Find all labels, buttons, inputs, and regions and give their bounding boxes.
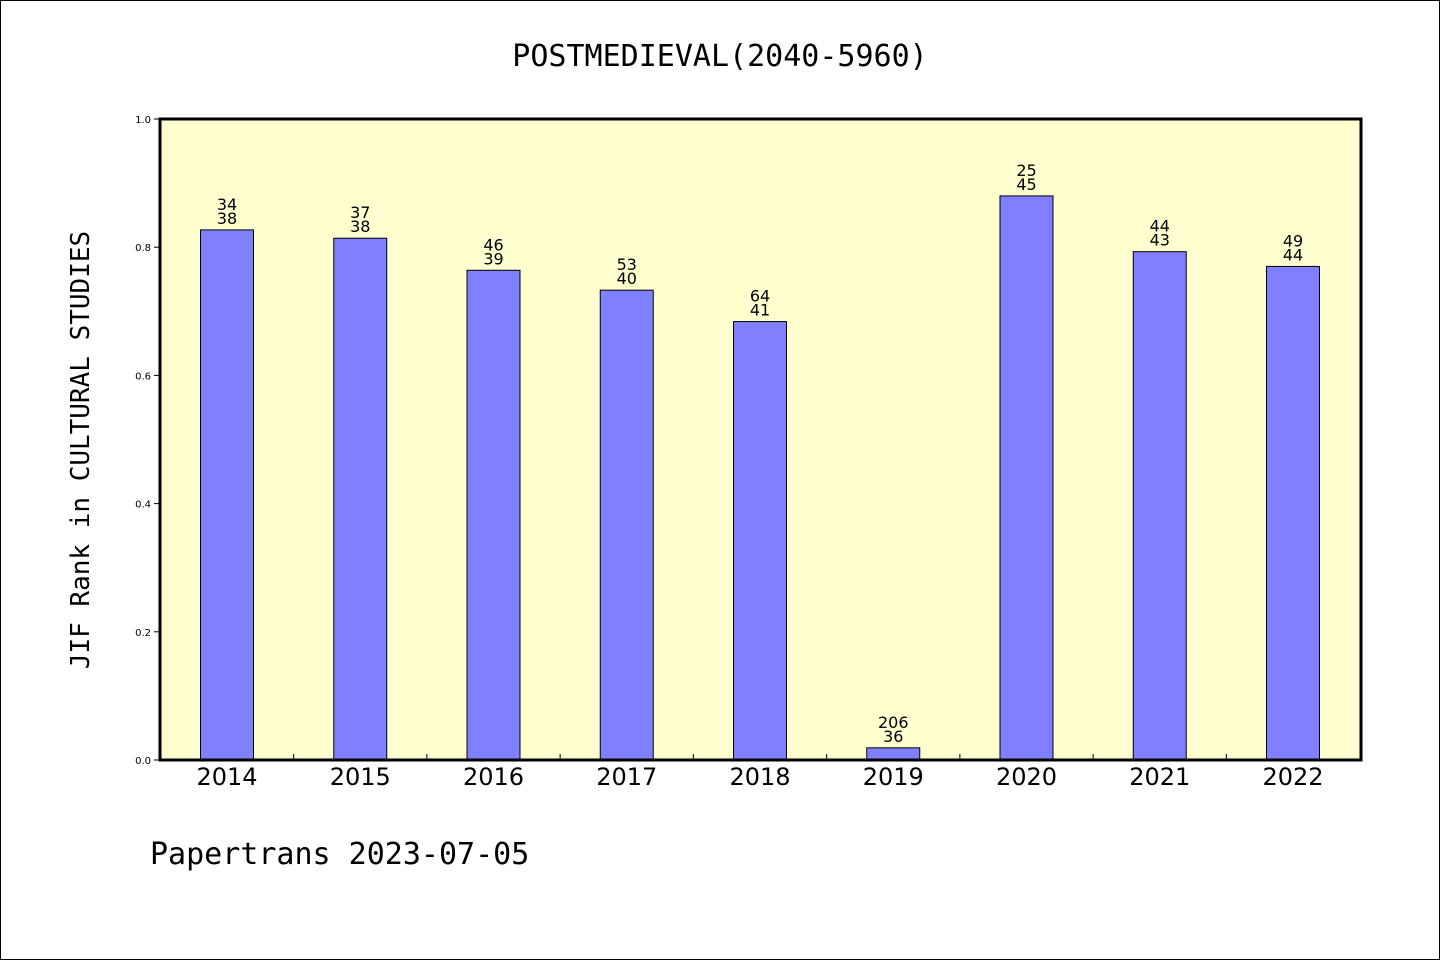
footer-credit: Papertrans 2023-07-05 <box>150 837 529 872</box>
x-tick-label-2019: 2019 <box>863 763 924 791</box>
bar-total-label-2021: 43 <box>1150 231 1170 250</box>
x-tick-label-2016: 2016 <box>463 763 524 791</box>
bar-total-label-2016: 39 <box>483 249 503 268</box>
y-axis-ticks: 0.0 0.2 0.4 0.6 0.8 1.0 <box>135 115 160 767</box>
bar-total-label-2015: 38 <box>350 217 370 236</box>
bar-2021 <box>1132 251 1187 761</box>
bar-2015 <box>333 237 388 761</box>
y-tick-label-0.6: 0.6 <box>135 371 151 382</box>
bar-rank-label-2022: 49 <box>1283 231 1303 250</box>
bar-total-label-2020: 45 <box>1016 175 1036 194</box>
x-tick-label-2021: 2021 <box>1129 763 1190 791</box>
bar-2016 <box>466 269 521 761</box>
x-tick-label-2022: 2022 <box>1262 763 1323 791</box>
chart-title: POSTMEDIEVAL(2040-5960) <box>512 39 927 74</box>
bar-2022 <box>1266 265 1320 761</box>
bar-rank-label-2014: 34 <box>217 195 237 214</box>
x-axis-ticks: 2014 2015 2016 2017 2018 2019 2020 2021 2022 <box>196 754 1324 791</box>
bar-rank-label-2017: 53 <box>617 255 637 274</box>
bars-group <box>200 195 1320 761</box>
y-tick-label-0.4: 0.4 <box>135 500 151 511</box>
x-tick-label-2017: 2017 <box>596 763 657 791</box>
bar-rank-label-2020: 25 <box>1016 161 1036 180</box>
bar-total-label-2017: 40 <box>617 269 637 288</box>
bar-total-label-2019: 36 <box>883 727 903 746</box>
y-tick-label-0.0: 0.0 <box>135 756 151 767</box>
bar-rank-label-2015: 37 <box>350 203 370 222</box>
plot-border <box>158 117 1363 762</box>
bar-total-label-2014: 38 <box>217 209 237 228</box>
x-tick-label-2015: 2015 <box>330 763 391 791</box>
bar-2018 <box>733 321 787 761</box>
bar-rank-label-2021: 44 <box>1150 217 1170 236</box>
bar-rank-label-2019: 206 <box>878 713 909 732</box>
bar-rank-label-2018: 64 <box>750 287 770 306</box>
bar-2017 <box>599 289 654 761</box>
bar-2020 <box>999 195 1054 761</box>
bar-2019 <box>866 747 921 761</box>
bar-total-label-2022: 44 <box>1283 245 1303 264</box>
bar-total-label-2018: 41 <box>750 301 770 320</box>
y-tick-label-0.8: 0.8 <box>135 243 151 254</box>
x-tick-label-2014: 2014 <box>196 763 257 791</box>
y-axis-label: JIF Rank in CULTURAL STUDIES <box>66 231 96 669</box>
x-tick-label-2018: 2018 <box>729 763 790 791</box>
y-tick-label-0.2: 0.2 <box>135 628 151 639</box>
bar-2014 <box>200 229 254 761</box>
y-tick-label-1.0: 1.0 <box>135 115 151 126</box>
bar-rank-label-2016: 46 <box>483 235 503 254</box>
x-tick-label-2020: 2020 <box>996 763 1057 791</box>
